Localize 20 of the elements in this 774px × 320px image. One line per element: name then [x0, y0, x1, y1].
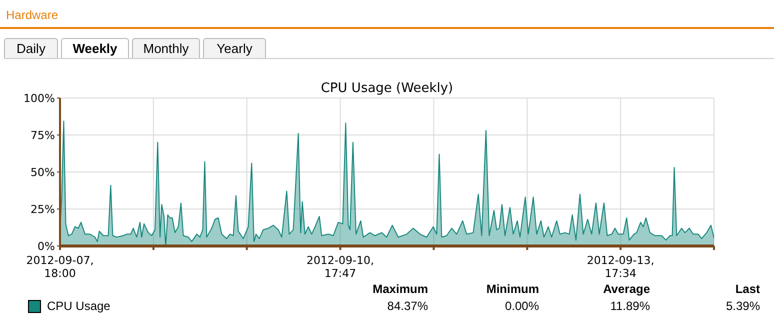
legend-label: CPU Usage: [47, 299, 110, 313]
x-tick-label: 2012-09-13, 17:34: [586, 254, 654, 280]
x-tick-label: 2012-09-10, 17:47: [306, 254, 374, 280]
y-tick-label: 50%: [30, 166, 55, 179]
y-tick-label: 25%: [30, 202, 55, 216]
text: 84.37%: [387, 299, 428, 313]
y-tick-label: 100%: [24, 92, 55, 105]
text: Maximum: [372, 282, 428, 296]
text: Hardware: [6, 8, 58, 22]
text: Last: [735, 282, 760, 296]
text: Minimum: [486, 282, 539, 296]
text: Average: [603, 282, 650, 296]
text: 5.39%: [726, 299, 760, 313]
chart-title: CPU Usage (Weekly): [320, 81, 454, 96]
y-tick-label: 75%: [30, 128, 55, 142]
y-tick-label: 0%: [38, 240, 55, 253]
text: 0.00%: [504, 299, 539, 313]
text: 11.89%: [610, 299, 650, 313]
tab-bar: Daily Weekly Monthly Yearly: [4, 38, 774, 59]
x-tick-label: 2012-09-07, 18:00: [26, 254, 94, 280]
